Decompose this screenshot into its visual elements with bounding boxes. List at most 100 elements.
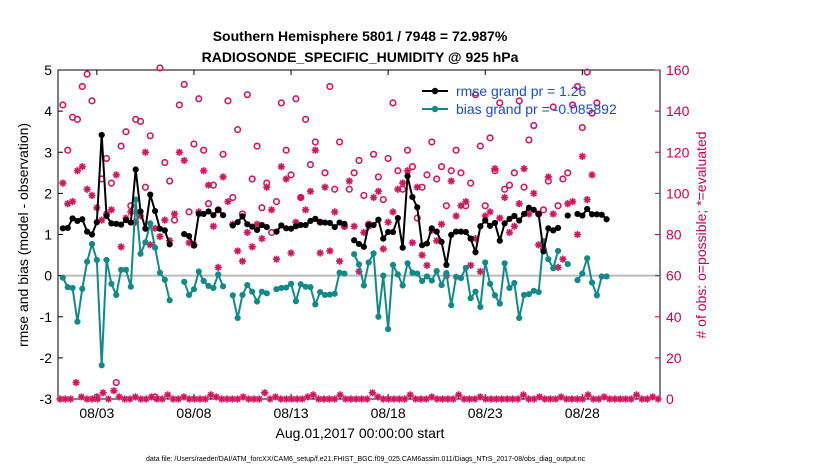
- bias-series-point: [195, 268, 202, 275]
- obs-low-point: [314, 395, 323, 403]
- obs-low-point: [104, 395, 113, 403]
- obs-possible-point: [369, 150, 378, 158]
- rmse-series-point: [185, 233, 193, 240]
- y-tick-label: 4: [44, 103, 52, 119]
- obs-possible-point: [136, 117, 145, 126]
- obs-possible-point: [350, 169, 358, 177]
- bias-series-point: [438, 281, 445, 289]
- obs-low-point: [643, 395, 651, 403]
- obs-low-point: [557, 393, 565, 401]
- obs-low-point: [261, 389, 269, 397]
- bias-series-point: [185, 291, 193, 299]
- obs-possible-point: [588, 109, 596, 117]
- obs-evaluated-point: [457, 202, 465, 210]
- y-tick-label: 3: [44, 144, 52, 160]
- obs-evaluated-point: [253, 220, 261, 228]
- obs-evaluated-point: [112, 171, 120, 179]
- rmse-series-point: [501, 220, 508, 227]
- bias-series-point: [273, 286, 280, 293]
- obs-possible-point: [379, 195, 387, 204]
- y-right-tick-label: 160: [666, 62, 690, 78]
- obs-low-point: [519, 391, 527, 399]
- obs-evaluated-point: [166, 237, 174, 245]
- rmse-series-point: [438, 238, 445, 246]
- obs-evaluated-point: [68, 198, 77, 206]
- obs-evaluated-point: [301, 206, 310, 214]
- bias-series-point: [554, 247, 562, 255]
- obs-evaluated-point: [379, 245, 387, 253]
- y-tick-label: 0: [44, 268, 52, 284]
- obs-low-point: [530, 395, 538, 403]
- rmse-series-point: [122, 217, 130, 224]
- bias-series-point: [79, 285, 86, 292]
- obs-possible-point: [471, 91, 480, 99]
- obs-low-point: [374, 393, 382, 401]
- obs-possible-point: [384, 154, 392, 163]
- rmse-series-point: [419, 242, 426, 249]
- bias-series-point: [574, 277, 581, 284]
- obs-evaluated-point: [146, 241, 154, 249]
- y-right-tick-label: 60: [666, 268, 682, 284]
- obs-low-point: [99, 389, 107, 397]
- obs-possible-point: [428, 138, 436, 146]
- bias-series-point: [137, 250, 144, 257]
- bias-series-point: [219, 283, 227, 290]
- obs-low-point: [368, 389, 377, 397]
- obs-low-point: [632, 391, 641, 399]
- bias-series-point: [423, 273, 431, 280]
- obs-evaluated-point: [355, 267, 363, 276]
- bias-series-point: [181, 278, 188, 285]
- bias-series-point: [579, 270, 586, 277]
- obs-evaluated-point: [306, 187, 315, 195]
- obs-low-point: [654, 395, 662, 403]
- bias-series-point: [253, 298, 261, 305]
- bias-series-point: [530, 287, 537, 294]
- obs-evaluated-point: [554, 263, 562, 271]
- bias-series-point: [462, 264, 469, 271]
- bias-series-point: [360, 282, 367, 289]
- obs-low-point: [239, 393, 247, 401]
- rmse-series-point: [467, 235, 474, 242]
- obs-possible-point: [447, 167, 455, 175]
- rmse-series-point: [414, 204, 421, 211]
- obs-low-point: [126, 395, 134, 403]
- rmse-series-point: [584, 205, 591, 213]
- obs-possible-point: [156, 64, 164, 72]
- obs-low-point: [158, 395, 166, 403]
- obs-evaluated-point: [423, 261, 431, 269]
- obs-low-point: [649, 393, 657, 401]
- obs-evaluated-point: [136, 212, 145, 220]
- obs-low-point: [266, 395, 274, 403]
- obs-low-point: [147, 393, 156, 401]
- bias-series-point: [506, 284, 513, 292]
- rmse-series-point: [278, 222, 285, 229]
- rmse-series-point: [142, 225, 149, 232]
- rmse-series-point: [593, 211, 600, 218]
- rmse-series-point: [365, 221, 372, 229]
- rmse-series-point: [530, 206, 537, 213]
- obs-evaluated-point: [471, 235, 480, 243]
- rmse-series-point: [151, 207, 159, 215]
- obs-low-point: [142, 395, 150, 403]
- obs-possible-point: [326, 82, 334, 91]
- obs-low-point: [341, 395, 350, 403]
- rmse-series-point: [302, 221, 309, 229]
- rmse-series-point: [545, 225, 552, 232]
- obs-possible-point: [292, 95, 300, 103]
- obs-possible-point: [335, 138, 344, 146]
- obs-evaluated-point: [292, 218, 300, 226]
- obs-evaluated-point: [282, 175, 290, 183]
- bias-series-point: [336, 269, 343, 276]
- rmse-series-point: [564, 212, 571, 219]
- y-tick-label: -1: [40, 309, 53, 325]
- x-tick-label: 08/28: [565, 405, 600, 421]
- obs-low-point: [562, 395, 571, 403]
- rmse-series-point: [477, 223, 484, 230]
- obs-possible-point: [374, 173, 383, 181]
- obs-possible-point: [180, 80, 188, 88]
- obs-low-point: [358, 395, 366, 403]
- obs-low-point: [444, 395, 452, 403]
- rmse-series-point: [511, 212, 518, 220]
- obs-evaluated-point: [384, 218, 392, 226]
